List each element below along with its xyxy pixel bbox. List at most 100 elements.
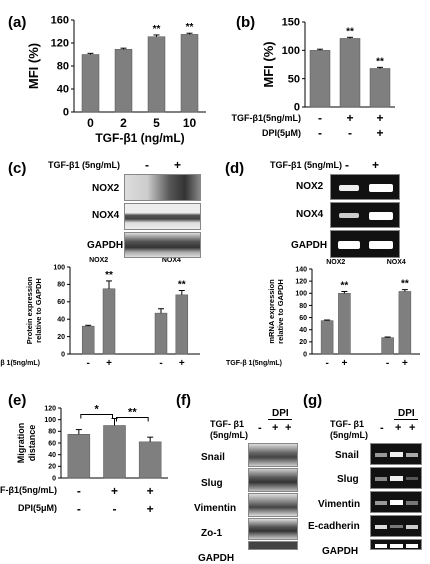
blot-d-plus: + xyxy=(372,158,380,172)
c-sign-2: - xyxy=(159,358,162,369)
panel-label-f: (f) xyxy=(176,392,191,409)
blot-c-treatment: TGF-β1 (5ng/mL) xyxy=(48,160,120,170)
blot-g-row-ecadherin: E-cadherin xyxy=(308,521,360,532)
c-group-label-0: NOX2 xyxy=(89,257,108,264)
d-ytick-label-5: 100 xyxy=(295,291,307,298)
blot-f-row-slug: Slug xyxy=(201,478,223,489)
panel-label-c: (c) xyxy=(8,160,27,177)
c-ytick-label-1: 20 xyxy=(57,334,65,341)
panel-label-a: (a) xyxy=(8,14,27,31)
b-row0-sign-0: - xyxy=(318,111,322,125)
a-x-axis-title: TGF-β1 (ng/mL) xyxy=(95,131,184,145)
western-blot-snail xyxy=(248,443,298,467)
d-bar-2 xyxy=(381,337,394,355)
blot-g-row-snail: Snail xyxy=(335,450,359,461)
a-xtick-label-0: 0 xyxy=(87,116,94,130)
chart-e: 020406080100120--+-++***TGF-β1(5ng/mL)DP… xyxy=(0,404,168,516)
e-ytick-label-4: 80 xyxy=(48,429,56,436)
gel-ecadherin xyxy=(370,515,422,537)
e-row-label-1: DPI(5μM) xyxy=(18,503,57,513)
blot-c-row-nox2: NOX2 xyxy=(92,183,120,194)
blot-g-treatment: TGF- β1 xyxy=(330,419,364,429)
a-sig-3: ** xyxy=(186,22,194,33)
d-bar-1 xyxy=(338,293,351,355)
e-bar-1 xyxy=(103,425,126,479)
e-ytick-label-0: 0 xyxy=(52,475,56,482)
blot-f-row-zo1: Zo-1 xyxy=(201,528,223,539)
d-y-axis-title-0: mRNA expression xyxy=(267,279,276,344)
c-bar-3 xyxy=(175,294,189,355)
blot-d-treatment: TGF-β1 (5ng/mL) xyxy=(270,160,342,170)
c-row-label: TGF-β 1(5ng/mL) xyxy=(0,360,40,367)
e-row1-sign-2: + xyxy=(147,502,154,516)
c-ytick-label-2: 40 xyxy=(57,317,65,324)
blot-c-row-nox4: NOX4 xyxy=(92,210,120,221)
c-bar-0 xyxy=(81,325,95,355)
blot-d-row-nox4: NOX4 xyxy=(296,209,324,220)
blot-d-row-gapdh: GAPDH xyxy=(291,240,328,251)
e-ytick-label-5: 100 xyxy=(44,417,56,424)
c-sign-0: - xyxy=(87,358,90,369)
a-xtick-label-1: 2 xyxy=(120,116,127,130)
b-row0-sign-2: + xyxy=(376,111,383,125)
d-ytick-label-7: 140 xyxy=(295,266,307,273)
a-ytick-label-1: 40 xyxy=(57,84,69,96)
c-sign-1: + xyxy=(106,358,112,369)
western-blot-zo1 xyxy=(248,518,298,540)
b-sig-1: ** xyxy=(346,26,354,37)
e-sig-label-0: * xyxy=(95,404,100,416)
e-row-label-0: TGF-β1(5ng/mL) xyxy=(0,485,57,495)
e-sig-bracket-1 xyxy=(116,417,149,422)
blot-f-treatment2: (5ng/mL) xyxy=(210,430,248,440)
blot-g-row-slug: Slug xyxy=(337,474,359,485)
blot-g-sign-1: - xyxy=(380,422,384,434)
d-ytick-label-4: 80 xyxy=(299,303,307,310)
a-ytick-label-0: 0 xyxy=(63,107,69,119)
western-blot-gapdh xyxy=(124,232,201,258)
gel-gapdh-g xyxy=(370,539,422,550)
blot-g-row-gapdh: GAPDH xyxy=(322,546,359,557)
e-bar-0 xyxy=(67,434,91,479)
a-y-axis-title: MFI (%) xyxy=(26,43,41,89)
gel-snail xyxy=(370,443,422,465)
b-bar-2 xyxy=(369,68,391,108)
blot-f-row-vimentin: Vimentin xyxy=(194,503,237,514)
blot-g-row-vimentin: Vimentin xyxy=(318,499,361,510)
gel-nox4 xyxy=(330,202,400,228)
panel-label-g: (g) xyxy=(303,392,323,409)
e-row1-sign-0: - xyxy=(77,502,81,516)
e-row0-sign-2: + xyxy=(147,484,154,498)
e-bar-2 xyxy=(138,441,162,479)
c-y-axis-title-0: Protein expression xyxy=(25,276,34,344)
blot-c-row-gapdh: GAPDH xyxy=(87,240,124,251)
blot-f-sign-3: + xyxy=(285,422,292,434)
d-ytick-label-0: 0 xyxy=(303,351,307,358)
c-sig-3: ** xyxy=(178,279,186,290)
c-sig-1: ** xyxy=(105,270,113,281)
e-y-axis-title-0: Migration xyxy=(16,423,26,464)
panel-label-e: (e) xyxy=(8,392,27,409)
e-ytick-label-6: 120 xyxy=(44,405,56,412)
blot-g-dpi-line xyxy=(394,419,418,420)
e-y-axis-title-1: distance xyxy=(27,425,37,462)
b-ytick-label-2: 100 xyxy=(282,45,300,57)
b-row-label-0: TGF-β1(5ng/mL) xyxy=(232,113,302,123)
a-bar-3 xyxy=(180,34,199,113)
a-ytick-label-2: 80 xyxy=(57,61,69,73)
b-row1-sign-2: + xyxy=(376,126,383,140)
western-blot-vimentin xyxy=(248,493,298,517)
c-ytick-label-3: 60 xyxy=(57,299,65,306)
blot-f-dpi-line xyxy=(268,419,292,420)
c-bar-1 xyxy=(102,288,116,355)
western-blot-slug xyxy=(248,468,298,492)
blot-g-dpi: DPI xyxy=(398,408,415,419)
a-bar-0 xyxy=(81,54,100,113)
western-blot-nox4 xyxy=(124,203,201,230)
blot-d-minus: - xyxy=(345,158,349,172)
panel-label-d: (d) xyxy=(225,160,245,177)
blot-d-row-nox2: NOX2 xyxy=(296,181,324,192)
d-row-label: TGF-β 1(5ng/mL) xyxy=(226,360,282,367)
gel-slug xyxy=(370,467,422,489)
gel-nox2 xyxy=(330,174,400,200)
